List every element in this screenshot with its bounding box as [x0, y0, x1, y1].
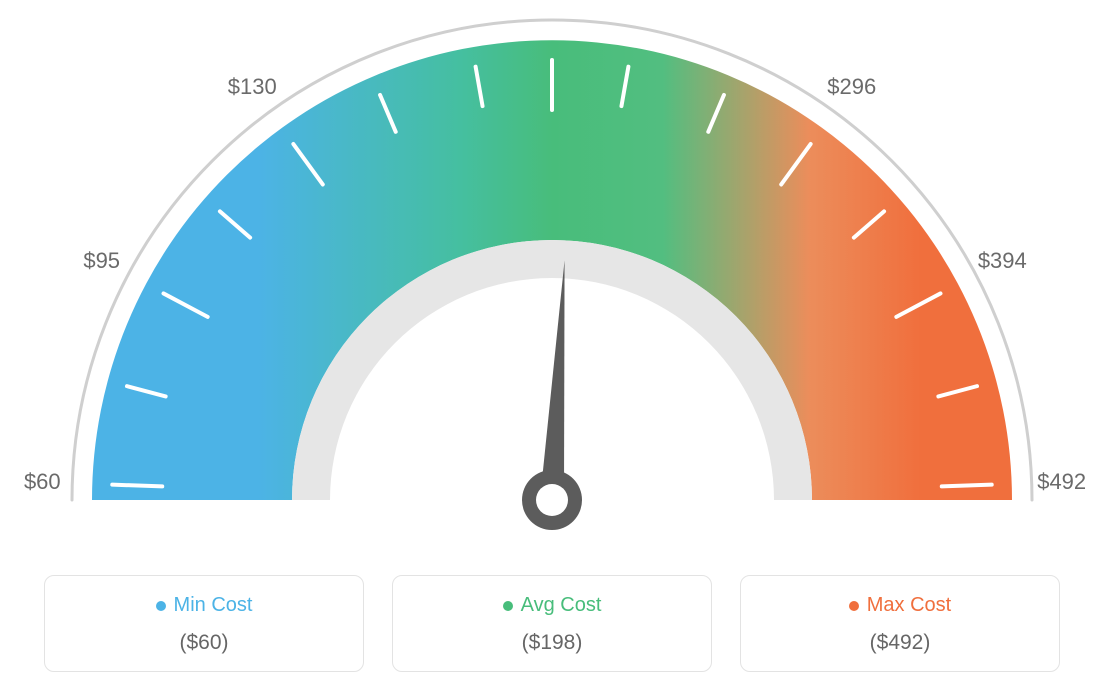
legend-card-max: Max Cost ($492)	[740, 575, 1060, 672]
legend-value-avg: ($198)	[403, 631, 701, 655]
legend-label-avg: Avg Cost	[521, 594, 602, 617]
legend-title-max: Max Cost	[849, 594, 951, 617]
legend-dot-avg	[503, 601, 513, 611]
legend-dot-max	[849, 601, 859, 611]
legend-value-max: ($492)	[751, 631, 1049, 655]
gauge-tick-label: $198	[528, 0, 577, 3]
legend-label-max: Max Cost	[867, 594, 951, 617]
legend-value-min: ($60)	[55, 631, 353, 655]
gauge-tick-label: $394	[978, 248, 1027, 274]
legend-card-min: Min Cost ($60)	[44, 575, 364, 672]
gauge-tick-label: $296	[827, 74, 876, 100]
gauge-svg	[0, 0, 1104, 560]
gauge-tick-label: $492	[1037, 469, 1086, 495]
legend-label-min: Min Cost	[174, 594, 253, 617]
gauge-area: $60 $95 $130 $198 $296 $394 $492	[0, 0, 1104, 560]
gauge-tick-label: $130	[228, 74, 277, 100]
legend-dot-min	[156, 601, 166, 611]
legend-title-min: Min Cost	[156, 594, 253, 617]
legend-row: Min Cost ($60) Avg Cost ($198) Max Cost …	[0, 575, 1104, 672]
gauge-tick-label: $95	[83, 248, 120, 274]
legend-title-avg: Avg Cost	[503, 594, 602, 617]
chart-container: $60 $95 $130 $198 $296 $394 $492 Min Cost ($60…	[0, 0, 1104, 690]
legend-card-avg: Avg Cost ($198)	[392, 575, 712, 672]
gauge-tick-label: $60	[24, 469, 61, 495]
